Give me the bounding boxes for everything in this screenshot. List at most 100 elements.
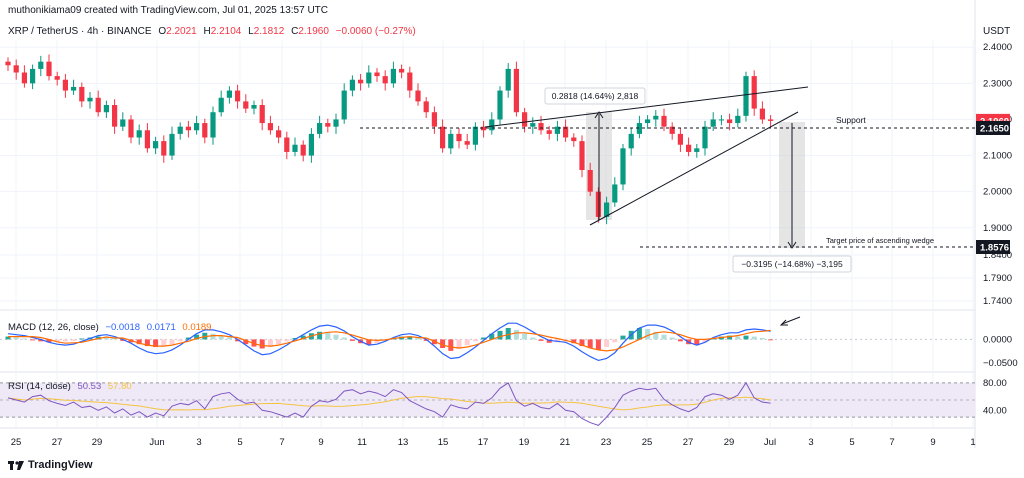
candle-body (390, 68, 396, 84)
candle-body (538, 123, 544, 131)
annotations[interactable]: 0.2818 (14.64%) 2,818 −0.3195 (−14.68%) −… (360, 86, 975, 326)
target-label: Target price of ascending wedge (826, 236, 934, 245)
macd-histogram-bar (669, 337, 675, 340)
x-tick-label: 9 (930, 437, 935, 448)
x-tick-label: 3 (196, 437, 201, 448)
x-tick-label: 25 (11, 437, 22, 448)
macd-histogram-bar (161, 339, 167, 347)
candle-body (743, 76, 749, 116)
rsi-band (0, 382, 975, 418)
price-axis[interactable]: 2.40002.30002.20002.10002.00001.90001.84… (976, 42, 1018, 416)
candle-body (505, 68, 511, 91)
macd-histogram-bar (136, 339, 142, 345)
candle-body (759, 108, 765, 120)
x-tick-label: Jul (764, 437, 776, 448)
macd-histogram-bar (226, 337, 232, 340)
x-tick-label: 23 (601, 437, 612, 448)
candle-body (169, 133, 175, 156)
macd-histogram-bar (530, 337, 536, 340)
candle-body (30, 68, 36, 84)
candle-body (5, 61, 11, 66)
candle-body (79, 86, 85, 102)
candle-body (21, 72, 27, 84)
macd-histogram-bar (768, 339, 774, 341)
x-tick-label: 11 (357, 437, 367, 448)
candle-body (546, 130, 552, 134)
candle-body (423, 101, 429, 113)
macd-histogram-bar (546, 339, 552, 343)
macd-histogram-bar (645, 328, 651, 340)
x-tick-label: 9 (318, 437, 323, 448)
candle-body (218, 97, 224, 113)
candle-body (612, 184, 618, 203)
macd-histogram-bar (103, 337, 109, 340)
tradingview-brand[interactable]: TradingView (8, 459, 93, 471)
x-tick-label: 29 (92, 437, 103, 448)
macd-histogram-bar (440, 339, 446, 348)
x-tick-label: 27 (52, 437, 63, 448)
macd-histogram-bar (497, 330, 503, 340)
candle-body (464, 141, 470, 145)
macd-histogram-bar (415, 337, 421, 340)
candle-body (284, 137, 290, 152)
macd-histogram-bar (79, 338, 85, 340)
macd-histogram-bar (349, 339, 355, 341)
candle-body (571, 137, 577, 142)
rsi-line (7, 381, 771, 426)
credit-line: muthonikiama09 created with TradingView.… (8, 5, 328, 16)
candle-body (87, 97, 93, 102)
x-tick-label: Jun (149, 437, 164, 448)
macd-pane[interactable] (0, 322, 975, 362)
macd-legend: MACD (12, 26, close) −0.0018 0.0171 0.01… (8, 322, 211, 333)
macd-histogram-bar (30, 339, 36, 341)
candle-body (136, 130, 142, 138)
macd-histogram-bar (300, 335, 306, 340)
rsi-pane[interactable] (7, 381, 771, 426)
candle-body (710, 119, 716, 127)
macd-histogram-bar (267, 339, 273, 348)
macd-histogram-bar (456, 339, 462, 349)
y-tick-label: 2.4000 (983, 42, 1012, 53)
candle-body (489, 119, 495, 131)
macd-histogram-bar (325, 332, 331, 340)
candle-body (153, 141, 159, 149)
macd-histogram-bar (481, 337, 487, 340)
candle-body (112, 105, 118, 127)
x-tick-label: 19 (519, 437, 530, 448)
candle-body (563, 126, 569, 138)
candle-body (251, 105, 257, 109)
support-price-label: 2.1650 (980, 124, 1009, 135)
macd-histogram-bar (366, 339, 372, 345)
measure-up-label-box (544, 87, 646, 105)
candle-body (407, 72, 413, 91)
macd-histogram-bar (407, 336, 413, 340)
candle-body (317, 123, 323, 134)
candle-body (366, 72, 372, 84)
rsi-tick-label: 40.00 (983, 405, 1007, 416)
candle-body (243, 101, 249, 109)
measure-up-label: 0.2818 (14.64%) 2,818 (552, 91, 639, 101)
candle-body (669, 126, 675, 134)
measure-down-label-box (732, 255, 852, 273)
x-tick-label: 5 (237, 437, 242, 448)
time-axis[interactable]: 25 27 29 Jun 3 5 7 9 11 13 15 17 19 21 23 25 27 29 Jul 3 5 7 9… (11, 437, 976, 448)
candle-body (530, 123, 536, 127)
macd-histogram-bar (604, 339, 610, 348)
candle-body (587, 170, 593, 192)
candle-body (481, 126, 487, 131)
candle-body (62, 79, 68, 91)
measure-up-arrowhead (594, 111, 604, 119)
macd-histogram-bar (636, 328, 642, 340)
candle-body (579, 141, 585, 170)
candle-body (628, 133, 634, 149)
macd-histogram-bar (751, 336, 757, 340)
rsi-tick-label: 80.00 (983, 378, 1007, 389)
macd-histogram-bar (661, 334, 667, 340)
candle-body (374, 72, 380, 77)
candles[interactable] (5, 54, 774, 225)
macd-histogram-bar (210, 333, 216, 340)
y-tick-label: 2.0000 (983, 187, 1012, 198)
x-tick-label: 5 (849, 437, 854, 448)
